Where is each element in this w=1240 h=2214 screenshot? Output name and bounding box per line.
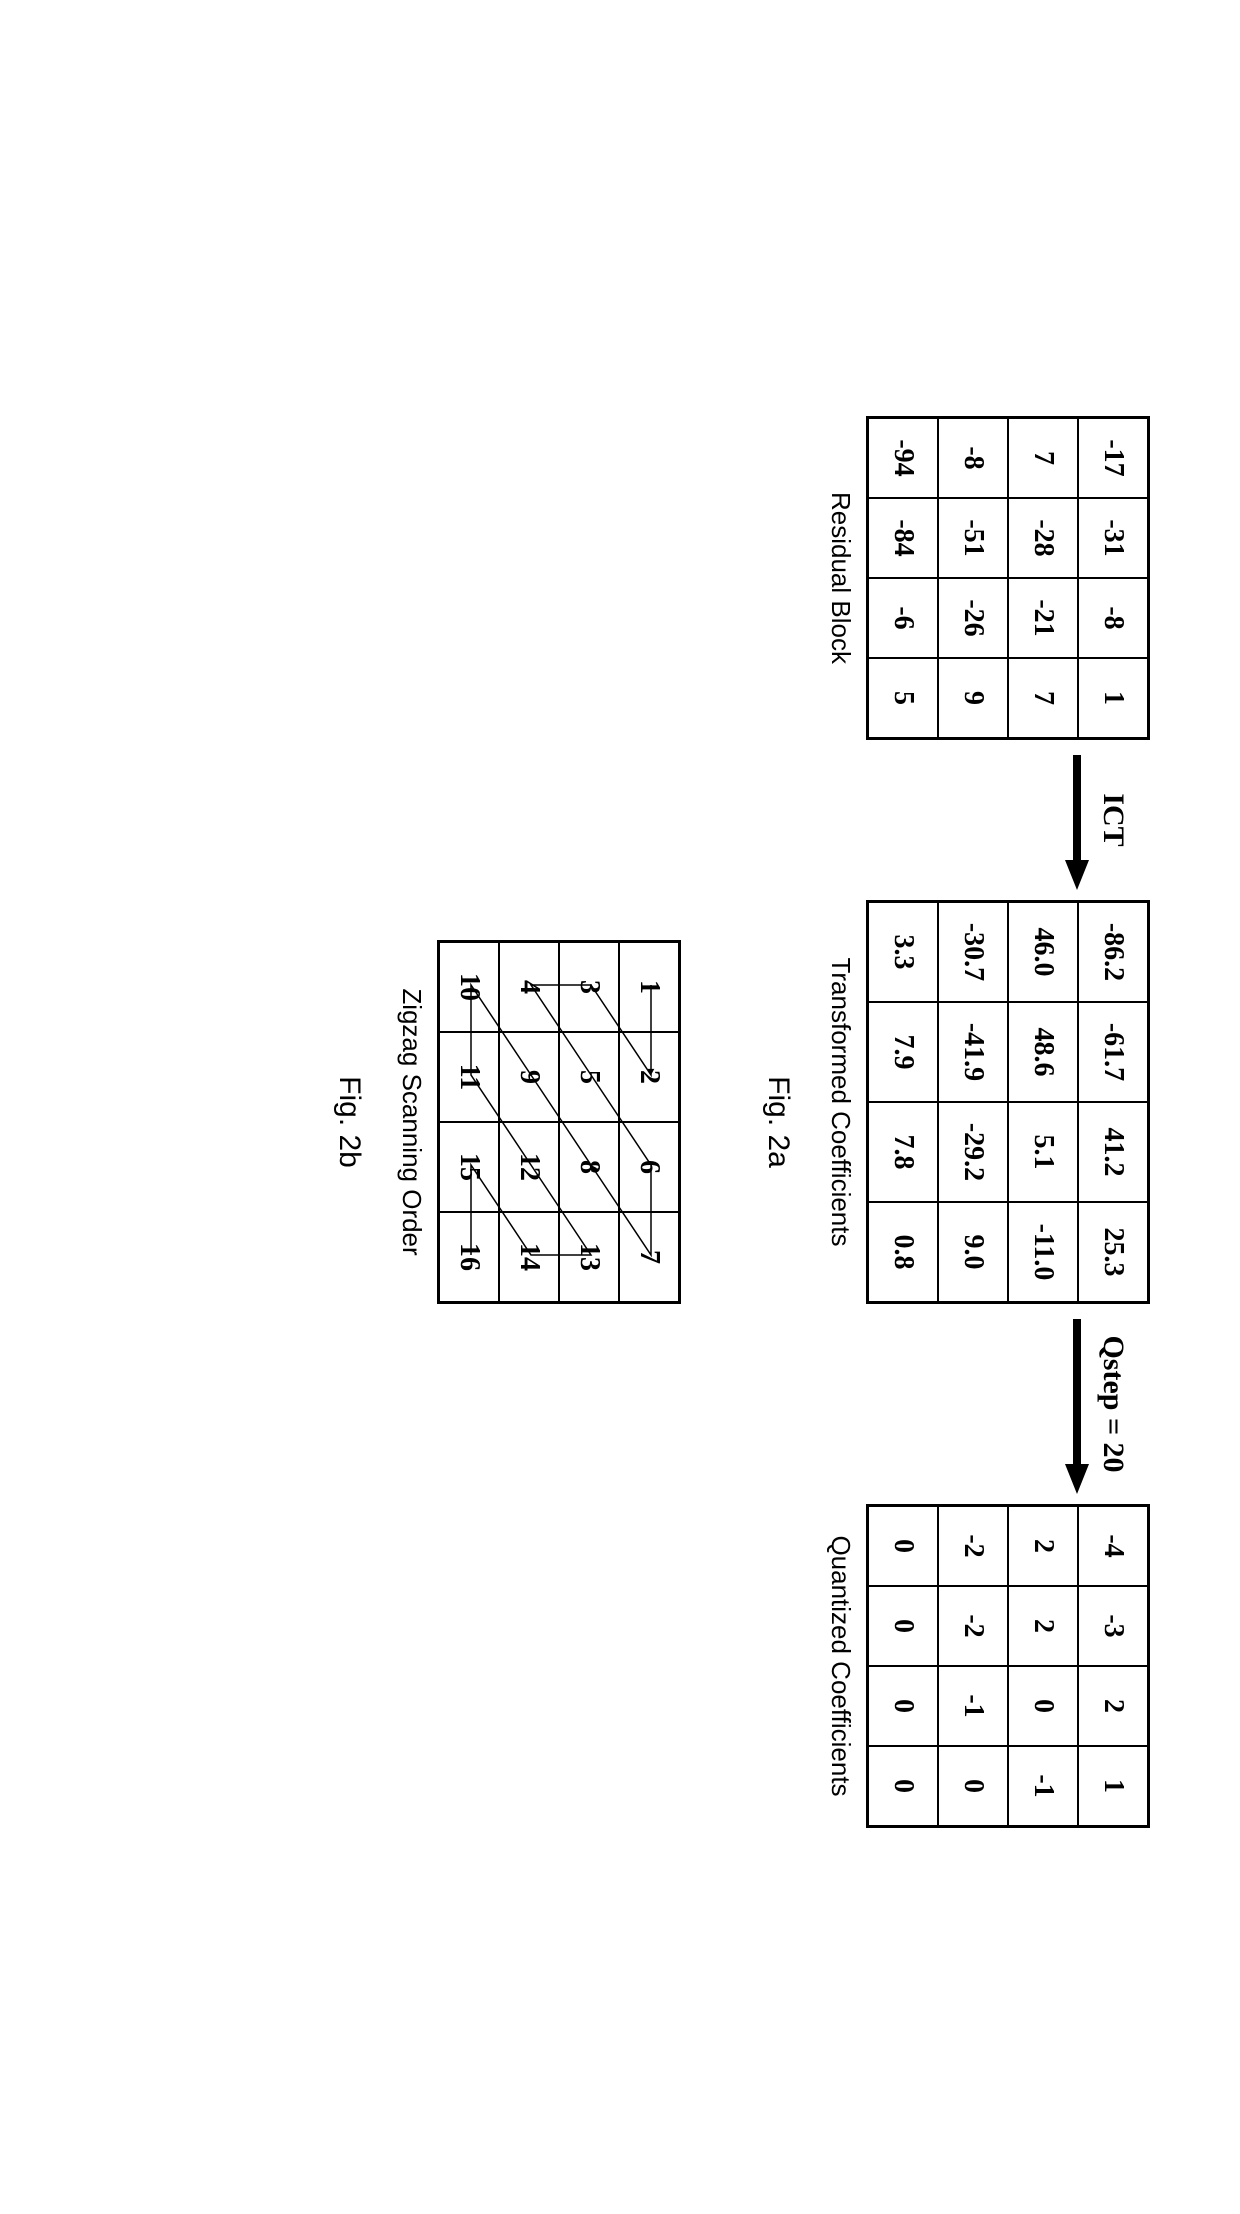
cell: 0	[938, 1746, 1008, 1826]
cell: -28	[1008, 498, 1078, 578]
cell: -84	[868, 498, 938, 578]
cell: 1	[1078, 658, 1148, 738]
cell: 7	[1008, 418, 1078, 498]
cell: -4	[1078, 1506, 1148, 1586]
cell: 9	[938, 658, 1008, 738]
cell: 13	[559, 1212, 619, 1302]
cell: 14	[499, 1212, 559, 1302]
fig2b-row: 12673581349121410111516 Zigzag Scanning …	[396, 940, 681, 1304]
cell: 5.1	[1008, 1102, 1078, 1202]
cell: -41.9	[938, 1002, 1008, 1102]
cell: 5	[559, 1032, 619, 1122]
arrow-qstep-svg	[1062, 1314, 1092, 1494]
cell: 12	[499, 1122, 559, 1212]
quantized-block-grid: -4-321220-1-2-2-100000	[866, 1504, 1150, 1828]
transformed-block-wrap: -86.2-61.741.225.346.048.65.1-11.0-30.7-…	[825, 900, 1150, 1304]
cell: -17	[1078, 418, 1148, 498]
cell: -1	[938, 1666, 1008, 1746]
cell: -61.7	[1078, 1002, 1148, 1102]
cell: 25.3	[1078, 1202, 1148, 1302]
cell: -2	[938, 1586, 1008, 1666]
cell: 7.8	[868, 1102, 938, 1202]
residual-caption: Residual Block	[825, 492, 856, 664]
cell: -29.2	[938, 1102, 1008, 1202]
cell: 0.8	[868, 1202, 938, 1302]
cell: 9	[499, 1032, 559, 1122]
cell: 0	[868, 1586, 938, 1666]
cell: 41.2	[1078, 1102, 1148, 1202]
fig2b-label: Fig. 2b	[332, 1076, 366, 1168]
cell: -8	[938, 418, 1008, 498]
cell: -8	[1078, 578, 1148, 658]
cell: 4	[499, 942, 559, 1032]
cell: -11.0	[1008, 1202, 1078, 1302]
cell: 7	[619, 1212, 679, 1302]
cell: 0	[1008, 1666, 1078, 1746]
cell: 3.3	[868, 902, 938, 1002]
cell: 15	[439, 1122, 499, 1212]
cell: -26	[938, 578, 1008, 658]
cell: -3	[1078, 1586, 1148, 1666]
cell: 46.0	[1008, 902, 1078, 1002]
cell: -21	[1008, 578, 1078, 658]
cell: 9.0	[938, 1202, 1008, 1302]
fig2a-row: -17-31-817-28-217-8-51-269-94-84-65 Resi…	[825, 416, 1150, 1828]
residual-block-grid: -17-31-817-28-217-8-51-269-94-84-65	[866, 416, 1150, 740]
cell: 2	[619, 1032, 679, 1122]
cell: -2	[938, 1506, 1008, 1586]
cell: 1	[1078, 1746, 1148, 1826]
cell: 10	[439, 942, 499, 1032]
arrow-ict-label: ICT	[1096, 793, 1130, 846]
zigzag-caption: Zigzag Scanning Order	[396, 988, 427, 1255]
cell: -86.2	[1078, 902, 1148, 1002]
page-rotated-container: -17-31-817-28-217-8-51-269-94-84-65 Resi…	[30, 30, 1240, 2214]
cell: 2	[1008, 1586, 1078, 1666]
cell: 6	[619, 1122, 679, 1212]
cell: -31	[1078, 498, 1148, 578]
residual-block-wrap: -17-31-817-28-217-8-51-269-94-84-65 Resi…	[825, 416, 1150, 740]
cell: 0	[868, 1506, 938, 1586]
cell: -30.7	[938, 902, 1008, 1002]
cell: 7	[1008, 658, 1078, 738]
cell: 7.9	[868, 1002, 938, 1102]
cell: 48.6	[1008, 1002, 1078, 1102]
quantized-block-wrap: -4-321220-1-2-2-100000 Quantized Coeffic…	[825, 1504, 1150, 1828]
cell: 2	[1008, 1506, 1078, 1586]
cell: 0	[868, 1746, 938, 1826]
zigzag-wrap: 12673581349121410111516	[437, 940, 681, 1304]
cell: 1	[619, 942, 679, 1032]
quantized-caption: Quantized Coefficients	[825, 1535, 856, 1796]
arrow-qstep-label: Qstep = 20	[1096, 1335, 1130, 1472]
cell: -94	[868, 418, 938, 498]
cell: 2	[1078, 1666, 1148, 1746]
fig2a-label: Fig. 2a	[761, 1076, 795, 1168]
arrow-ict: ICT	[1062, 740, 1150, 900]
arrow-qstep: Qstep = 20	[1062, 1304, 1150, 1504]
cell: 5	[868, 658, 938, 738]
cell: 3	[559, 942, 619, 1032]
cell: -1	[1008, 1746, 1078, 1826]
cell: -6	[868, 578, 938, 658]
cell: 8	[559, 1122, 619, 1212]
zigzag-grid: 12673581349121410111516	[437, 940, 681, 1304]
cell: 0	[868, 1666, 938, 1746]
transformed-caption: Transformed Coefficients	[825, 957, 856, 1246]
cell: 16	[439, 1212, 499, 1302]
cell: -51	[938, 498, 1008, 578]
transformed-block-grid: -86.2-61.741.225.346.048.65.1-11.0-30.7-…	[866, 900, 1150, 1304]
cell: 11	[439, 1032, 499, 1122]
arrow-ict-svg	[1062, 750, 1092, 890]
